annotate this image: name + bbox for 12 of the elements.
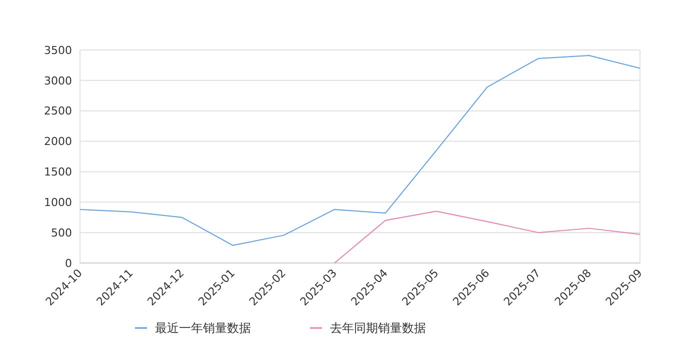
line-series (80, 54, 640, 246)
y-tick-label: 3500 (44, 44, 72, 57)
y-tick-label: 3000 (44, 74, 72, 88)
y-tick-label: 2500 (44, 104, 72, 118)
legend-label: 最近一年销量数据 (155, 321, 251, 336)
y-tick-label: 1000 (44, 196, 72, 209)
line-series (334, 210, 640, 264)
y-tick-label: 1500 (44, 166, 72, 179)
y-tick-label: 0 (65, 256, 72, 270)
legend-label: 去年同期销量数据 (330, 321, 426, 336)
y-tick-label: 2000 (44, 135, 72, 148)
y-tick-label: 500 (51, 226, 72, 240)
